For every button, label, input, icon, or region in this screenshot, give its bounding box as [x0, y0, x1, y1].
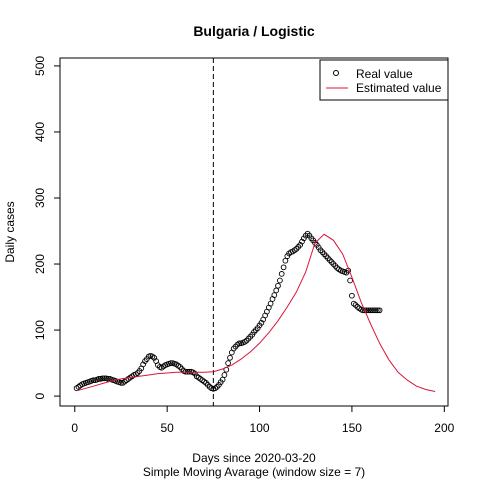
real-value-point — [280, 264, 287, 271]
real-value-point — [155, 362, 161, 368]
y-tick-label: 200 — [33, 254, 47, 274]
real-value-point — [168, 360, 174, 366]
real-value-point — [297, 242, 304, 248]
x-tick-label: 200 — [434, 421, 454, 435]
real-value-point — [360, 307, 366, 314]
real-value-point — [376, 307, 383, 314]
real-value-point — [352, 302, 359, 308]
plot-frame — [59, 57, 449, 407]
y-tick-label: 300 — [33, 188, 47, 208]
y-tick-label: 0 — [33, 392, 47, 399]
real-value-point — [258, 319, 265, 326]
real-value-point — [227, 354, 233, 361]
real-value-point — [365, 307, 372, 314]
y-tick-label: 400 — [33, 122, 47, 142]
x-tick-label: 150 — [342, 421, 362, 435]
legend-real-label: Real value — [356, 67, 413, 81]
real-value-point — [182, 368, 189, 375]
real-value-point — [99, 375, 106, 382]
real-value-point — [95, 376, 102, 382]
real-value-point — [267, 300, 274, 307]
real-value-point — [374, 307, 381, 314]
y-tick-label: 500 — [33, 56, 47, 76]
real-value-point — [347, 277, 353, 284]
x-axis-label: Days since 2020-03-20 — [192, 451, 316, 465]
legend: Real value Estimated value — [319, 59, 449, 101]
real-value-point — [278, 271, 285, 277]
legend-real-marker — [333, 70, 339, 76]
real-value-point — [362, 307, 368, 314]
x-tick-label: 50 — [160, 421, 174, 435]
real-value-point — [282, 257, 289, 264]
real-value-point — [225, 360, 231, 366]
x-axis: 0 50 100 150 200 — [71, 405, 455, 435]
y-axis-label: Daily cases — [3, 201, 17, 262]
real-value-point — [371, 307, 377, 314]
legend-estimated-label: Estimated value — [356, 81, 442, 95]
real-value-point — [317, 247, 324, 254]
x-tick-label: 0 — [71, 421, 78, 435]
real-value-point — [277, 277, 283, 284]
chart-marks — [73, 58, 436, 406]
real-value-point — [184, 368, 191, 375]
real-value-point — [236, 340, 243, 347]
real-value-point — [105, 376, 111, 382]
y-axis: 0 100 200 300 400 500 — [33, 56, 60, 399]
real-value-point — [101, 375, 108, 382]
plot-area — [59, 57, 449, 407]
y-tick-label: 100 — [33, 320, 47, 340]
real-value-point — [273, 287, 280, 294]
real-value-point — [90, 377, 97, 384]
legend-box — [319, 59, 449, 101]
real-value-point — [369, 307, 376, 314]
real-value-point — [367, 307, 374, 314]
real-value-point — [271, 292, 278, 298]
estimated-value-line — [76, 233, 436, 392]
real-value-point — [349, 292, 355, 299]
real-value-point — [221, 372, 228, 378]
x-axis-sublabel: Simple Moving Avarage (window size = 7) — [143, 465, 365, 479]
real-value-point — [186, 368, 193, 375]
real-value-point — [275, 282, 281, 289]
real-value-point — [302, 232, 309, 239]
chart-title: Bulgaria / Logistic — [193, 23, 315, 39]
real-value-point — [373, 307, 379, 314]
x-tick-label: 100 — [250, 421, 270, 435]
real-value-point — [118, 380, 124, 386]
